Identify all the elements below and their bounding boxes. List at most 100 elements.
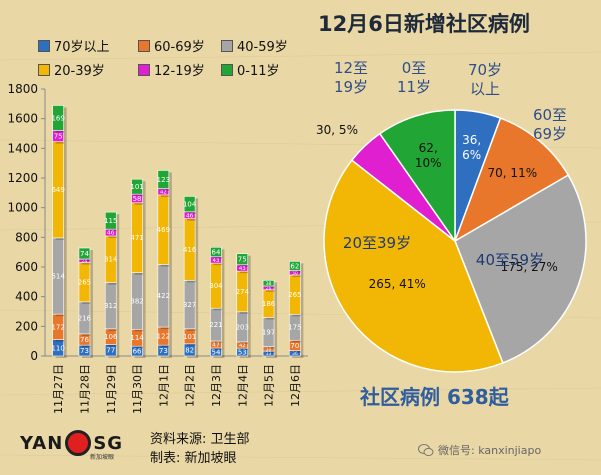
- bar-value-label: 42: [239, 343, 246, 349]
- bar-value-label: 77: [106, 347, 115, 355]
- x-tick-label: 11月27日: [52, 364, 65, 414]
- bar-value-label: 422: [157, 292, 170, 300]
- pie-slice: [453, 117, 570, 243]
- x-tick-label: 12月2日: [184, 364, 197, 407]
- pie-slice: [378, 109, 456, 244]
- bar-value-label: 43: [213, 258, 220, 264]
- legend-swatch-0-11: [221, 63, 233, 76]
- bar-value-label: 314: [104, 256, 118, 264]
- bar-segment: [210, 246, 222, 258]
- bar-value-label: 469: [157, 226, 170, 234]
- bar-segment: [183, 196, 196, 213]
- legend-label-0-11: 0-11岁: [237, 64, 280, 79]
- legend-swatch-60-69: [138, 39, 150, 52]
- bar-value-label: 54: [211, 348, 220, 356]
- bar-value-label: 66: [133, 348, 142, 356]
- bar-segment: [104, 211, 117, 230]
- bar-value-label: 649: [51, 186, 64, 194]
- source-note: 资料来源: 卫生部 制表: 新加坡眼: [150, 430, 250, 468]
- logo-mark-icon: [65, 430, 92, 456]
- y-tick-label: 1000: [7, 201, 38, 215]
- x-tick-label: 12月6日: [289, 364, 302, 407]
- wechat-text: 微信号: kanxinjiapo: [438, 444, 542, 457]
- bar-value-label: 203: [236, 323, 249, 331]
- bar-value-label: 274: [236, 288, 250, 296]
- legend-swatch-12-19: [138, 63, 150, 76]
- x-tick-label: 11月29日: [105, 364, 118, 414]
- bar-value-label: 46: [107, 231, 115, 237]
- bar-value-label: 42: [160, 190, 167, 196]
- bar-value-label: 73: [159, 347, 168, 355]
- bar-value-label: 382: [130, 297, 143, 305]
- legend-swatch-40-59: [221, 39, 233, 52]
- bar-value-label: 175: [288, 324, 301, 332]
- bar-value-label: 114: [130, 334, 144, 342]
- x-tick-label: 11月30日: [131, 364, 144, 414]
- bar-value-label: 24: [82, 258, 88, 264]
- pie-value-label: 175, 27%: [501, 260, 558, 274]
- bar-segment: [52, 105, 64, 131]
- bar-value-label: 197: [262, 328, 275, 336]
- bar-value-label: 43: [239, 266, 246, 272]
- pie-chart-title: 12月6日新增社区病例: [318, 12, 530, 36]
- y-tick-label: 1800: [7, 82, 38, 96]
- pie-value-label: 265, 41%: [369, 277, 426, 291]
- legend-item-60-69: 60-69岁: [138, 36, 205, 55]
- source-line: 资料来源: 卫生部: [150, 432, 250, 447]
- x-tick-label: 12月3日: [210, 364, 223, 407]
- bar-value-label: 46: [186, 213, 194, 219]
- bar-value-label: 82: [185, 346, 194, 354]
- legend-item-40-59: 40-59岁: [221, 36, 288, 55]
- wechat-icon: [418, 444, 434, 457]
- pie-category-label: 0至 11岁: [397, 59, 431, 96]
- bar-segment: [78, 247, 91, 260]
- bar-value-label: 64: [211, 248, 220, 256]
- pie-category-label: 60至 69岁: [533, 106, 567, 143]
- legend-label-12-19: 12-19岁: [154, 64, 205, 79]
- y-tick-label: 200: [15, 319, 38, 333]
- yanosg-logo: YAN SG 新加坡眼: [20, 430, 123, 461]
- bar-value-label: 172: [51, 323, 64, 331]
- bar-value-label: 74: [80, 250, 89, 258]
- bar-value-label: 186: [262, 300, 276, 308]
- pie-value-label: 62, 10%: [415, 141, 442, 170]
- bar-value-label: 62: [290, 262, 299, 270]
- bar-value-label: 30: [292, 270, 298, 276]
- pie-value-label: 30, 5%: [316, 123, 358, 137]
- bar-value-label: 38: [266, 281, 272, 287]
- bar-value-label: 106: [104, 333, 118, 341]
- x-tick-label: 12月1日: [157, 364, 170, 407]
- bar-value-label: 75: [54, 133, 63, 141]
- wechat-id: 微信号: kanxinjiapo: [418, 442, 541, 458]
- x-tick-label: 11月28日: [78, 364, 91, 414]
- bar-value-label: 327: [183, 301, 196, 309]
- legend-label-60-69: 60-69岁: [154, 40, 205, 55]
- y-tick-label: 600: [15, 260, 38, 274]
- pie-category-label: 70岁以上: [468, 61, 502, 98]
- bar-value-label: 265: [288, 291, 301, 299]
- pie-slice: [323, 159, 504, 373]
- legend-swatch-20-39: [38, 63, 50, 76]
- bar-value-label: 471: [130, 234, 143, 242]
- bar-value-label: 53: [238, 348, 247, 356]
- pie-value-label: 70, 11%: [488, 166, 538, 180]
- y-tick-label: 1600: [7, 112, 38, 126]
- logo-text-left: YAN: [20, 432, 64, 454]
- bar-segment: [131, 178, 143, 195]
- bar-value-label: 312: [104, 302, 117, 310]
- pie-category-label: 40至59岁: [476, 251, 544, 269]
- bar-segment: [157, 170, 170, 189]
- bar-value-label: 416: [183, 246, 197, 254]
- legend-swatch-70plus: [38, 39, 50, 52]
- bar-value-label: 110: [51, 344, 64, 352]
- bar-segment: [289, 261, 301, 271]
- legend-item-0-11: 0-11岁: [221, 60, 280, 79]
- y-tick-label: 800: [15, 230, 38, 244]
- bar-value-label: 169: [51, 114, 64, 122]
- bar-value-label: 47: [212, 342, 220, 349]
- bar-value-label: 33: [266, 351, 272, 357]
- bar-value-label: 216: [78, 314, 92, 322]
